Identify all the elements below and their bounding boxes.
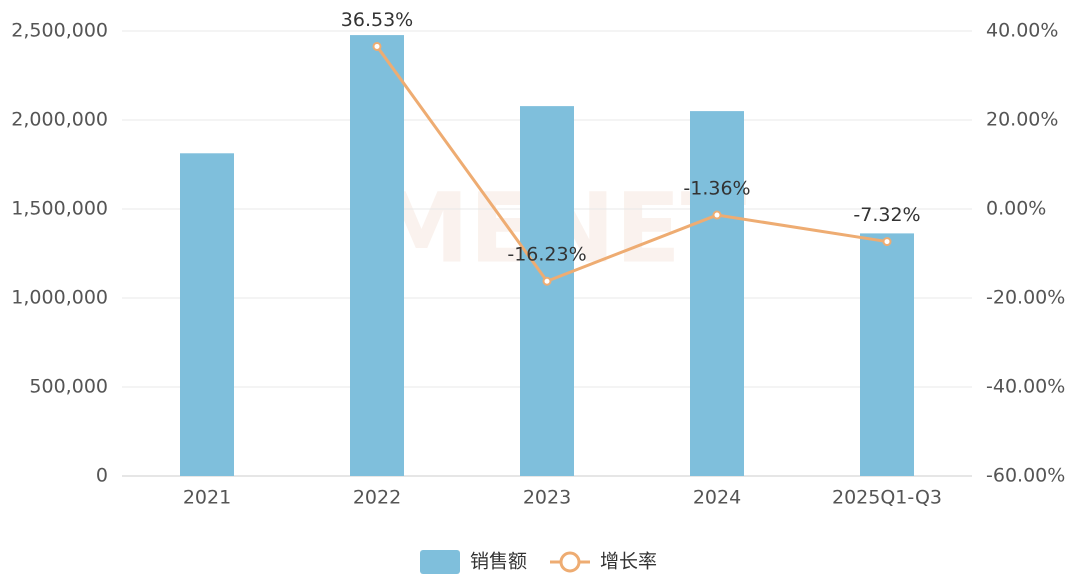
line-point — [542, 276, 552, 286]
line-point — [712, 210, 722, 220]
y-tick-label: 500,000 — [29, 376, 108, 398]
y2-tick-label: -40.00% — [986, 376, 1065, 398]
y2-tick-label: 0.00% — [986, 198, 1046, 220]
line — [375, 45, 888, 284]
legend-label: 增长率 — [600, 551, 657, 573]
legend-swatch — [420, 550, 460, 574]
x-tick-label: 2025Q1-Q3 — [832, 487, 942, 509]
bar — [690, 111, 744, 476]
x-tick-label: 2023 — [523, 487, 571, 509]
y2-tick-label: 20.00% — [986, 109, 1058, 131]
y-tick-label: 2,500,000 — [11, 20, 108, 42]
y-tick-label: 0 — [96, 465, 108, 487]
y-tick-label: 1,500,000 — [11, 198, 108, 220]
x-tick-label: 2022 — [353, 487, 401, 509]
line-point — [372, 41, 382, 51]
y-tick-label: 2,000,000 — [11, 109, 108, 131]
data-label: -7.32% — [853, 204, 920, 226]
x-tick-label: 2024 — [693, 487, 741, 509]
x-tick-label: 2021 — [183, 487, 231, 509]
bar — [520, 106, 574, 476]
bar — [860, 233, 914, 476]
bar — [350, 35, 404, 477]
y-tick-label: 1,000,000 — [11, 287, 108, 309]
bar — [180, 153, 234, 476]
data-label: -1.36% — [683, 178, 750, 200]
data-label: -16.23% — [507, 244, 586, 266]
y2-tick-label: -20.00% — [986, 287, 1065, 309]
data-label: 36.53% — [341, 9, 413, 31]
y2-tick-label: -60.00% — [986, 465, 1065, 487]
line-point — [882, 237, 892, 247]
y2-tick-label: 40.00% — [986, 20, 1058, 42]
legend-swatch — [559, 551, 581, 573]
legend-label: 销售额 — [470, 551, 527, 573]
